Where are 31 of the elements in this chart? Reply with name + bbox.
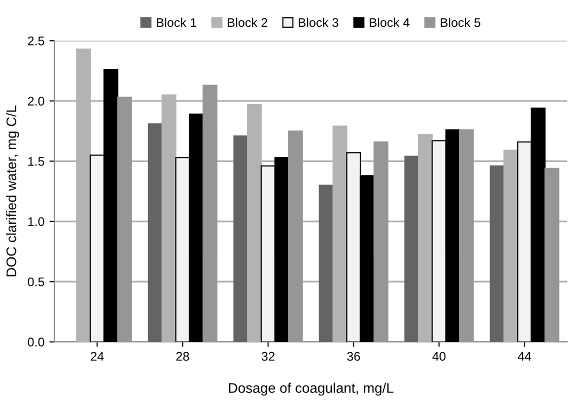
bar	[148, 123, 163, 342]
bar	[544, 168, 560, 342]
legend-label: Block 4	[370, 18, 410, 27]
x-tick-label: 28	[176, 352, 190, 361]
y-tick-label: 2.5	[28, 36, 44, 46]
bar	[459, 129, 474, 342]
y-tick-label: 0.0	[28, 338, 44, 347]
legend-label: Block 2	[228, 18, 268, 27]
y-tick-label: 0.5	[28, 277, 44, 286]
bar	[233, 135, 248, 342]
x-tick-label: 40	[432, 352, 446, 361]
x-tick-label: 24	[90, 352, 104, 361]
y-tick-label: 1.0	[28, 217, 44, 226]
bar	[202, 84, 218, 342]
y-tick-label: 1.5	[28, 157, 44, 166]
bar	[318, 184, 334, 342]
legend-label: Block 5	[440, 18, 480, 27]
x-tick-label: 36	[347, 352, 360, 361]
bar	[117, 96, 132, 342]
bar	[418, 134, 433, 342]
x-axis-title: Dosage of coagulant, mg/L	[228, 382, 394, 396]
x-tick-label: 32	[262, 352, 274, 361]
y-tick-label: 2.0	[28, 96, 44, 106]
x-tick-label: 44	[518, 352, 532, 361]
bar	[374, 141, 388, 342]
bar	[490, 165, 505, 342]
bar	[404, 156, 420, 342]
legend-label: Block 1	[156, 18, 196, 27]
y-axis-title: DOC clarified water, mg C/L	[6, 106, 20, 276]
bar	[288, 130, 303, 342]
legend-label: Block 3	[298, 18, 338, 27]
